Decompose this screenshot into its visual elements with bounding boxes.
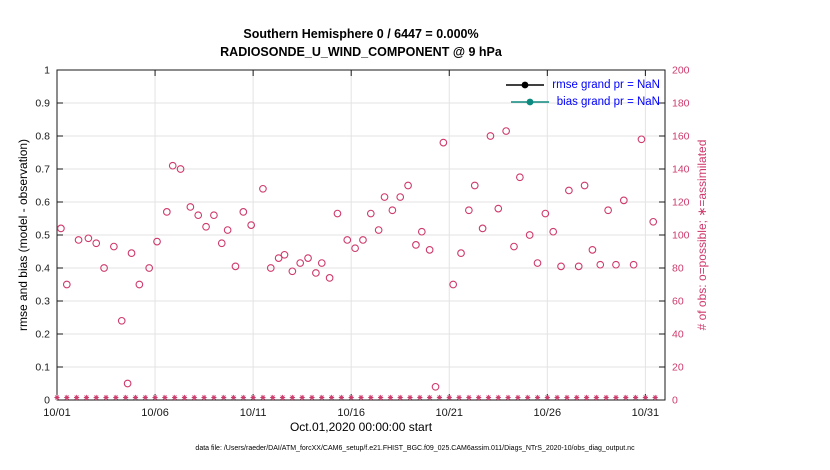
svg-text:120: 120 <box>672 197 690 209</box>
svg-text:0.3: 0.3 <box>35 296 50 308</box>
svg-text:10/26: 10/26 <box>534 407 562 419</box>
legend-label-rmse: rmse grand pr = NaN <box>552 79 660 91</box>
svg-text:0.5: 0.5 <box>35 230 50 242</box>
svg-text:20: 20 <box>672 362 684 374</box>
svg-text:180: 180 <box>672 98 690 110</box>
svg-text:140: 140 <box>672 164 690 176</box>
svg-text:0.4: 0.4 <box>35 263 50 275</box>
svg-text:10/01: 10/01 <box>43 407 71 419</box>
svg-text:0: 0 <box>44 395 50 407</box>
svg-text:0.7: 0.7 <box>35 164 50 176</box>
legend-item-bias: bias grand pr = NaN <box>510 96 660 108</box>
chart-title: Southern Hemisphere 0 / 6447 = 0.000% <box>243 27 479 41</box>
svg-text:100: 100 <box>672 230 690 242</box>
bias-line-dot-marker-icon <box>510 98 549 106</box>
svg-text:0.6: 0.6 <box>35 197 50 209</box>
svg-text:200: 200 <box>672 65 690 77</box>
svg-text:0: 0 <box>672 395 678 407</box>
svg-text:40: 40 <box>672 329 684 341</box>
svg-text:160: 160 <box>672 131 690 143</box>
svg-text:0.2: 0.2 <box>35 329 50 341</box>
rmse-line-dot-marker-icon <box>506 81 545 89</box>
legend-label-bias: bias grand pr = NaN <box>556 96 660 108</box>
legend-item-rmse: rmse grand pr = NaN <box>505 79 660 91</box>
svg-text:10/06: 10/06 <box>141 407 169 419</box>
data-file-path: data file: /Users/raeder/DAI/ATM_forcXX/… <box>195 445 635 452</box>
legend: rmse grand pr = NaN bias grand pr = NaN <box>505 79 660 108</box>
svg-text:10/16: 10/16 <box>337 407 365 419</box>
svg-text:0.1: 0.1 <box>35 362 50 374</box>
svg-text:1: 1 <box>44 65 50 77</box>
svg-text:10/31: 10/31 <box>632 407 660 419</box>
svg-text:0.8: 0.8 <box>35 131 50 143</box>
svg-text:10/11: 10/11 <box>240 407 267 419</box>
svg-text:0.9: 0.9 <box>35 98 50 110</box>
svg-text:10/21: 10/21 <box>435 407 463 419</box>
right-y-axis-label: # of obs: o=possible; ∗=assimilated <box>695 139 709 331</box>
chart-subtitle: RADIOSONDE_U_WIND_COMPONENT @ 9 hPa <box>220 45 502 59</box>
left-y-axis-label: rmse and bias (model - observation) <box>16 138 30 332</box>
svg-text:80: 80 <box>672 263 684 275</box>
svg-text:60: 60 <box>672 296 684 308</box>
x-axis-label: Oct.01,2020 00:00:00 start <box>289 420 433 434</box>
